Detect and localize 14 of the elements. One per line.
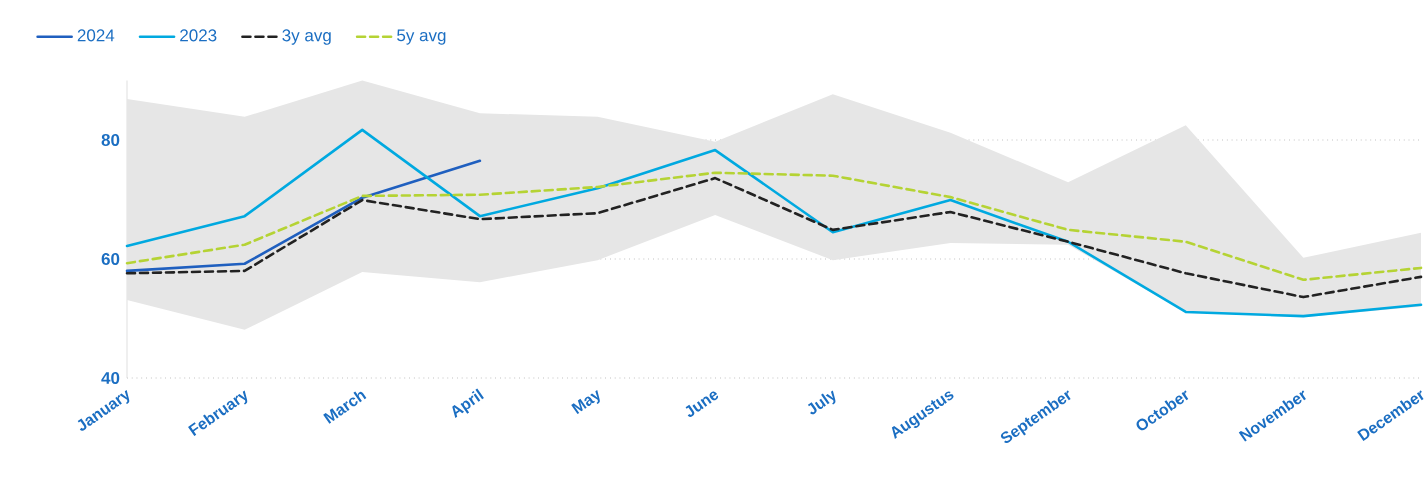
y-tick-label: 80 [101, 133, 120, 147]
x-tick-label: July [807, 390, 836, 415]
legend-label: 2023 [180, 29, 217, 42]
line-series [125, 171, 1423, 282]
x-tick-label: May [571, 389, 600, 415]
line-series [125, 128, 1423, 318]
y-tick-label: 60 [101, 252, 120, 266]
x-tick-label: June [685, 391, 719, 417]
legend-label: 2024 [77, 29, 115, 42]
y-tick-label: 40 [101, 371, 120, 385]
legend-label: 5y avg [397, 29, 446, 45]
legend-label: 3y avg [282, 29, 331, 45]
line-series [125, 176, 1423, 299]
line-series [125, 159, 482, 273]
